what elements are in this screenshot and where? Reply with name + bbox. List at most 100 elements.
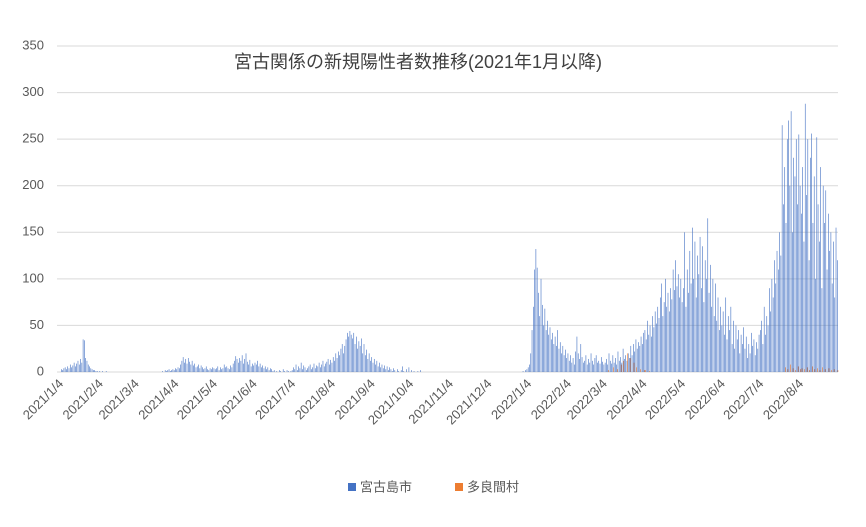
- bar: [267, 367, 269, 372]
- bar: [615, 358, 616, 372]
- bar: [340, 348, 342, 372]
- bar: [302, 369, 303, 372]
- bar: [411, 370, 412, 372]
- bar: [66, 369, 67, 372]
- bar: [802, 167, 803, 372]
- bar: [621, 362, 623, 372]
- bar: [645, 370, 646, 372]
- bar: [552, 332, 553, 372]
- bar: [550, 339, 552, 372]
- bar: [607, 364, 609, 372]
- bar: [588, 358, 589, 372]
- bar: [744, 348, 746, 372]
- bar: [795, 139, 797, 372]
- bar: [526, 369, 528, 372]
- bar: [769, 288, 770, 372]
- bar: [677, 274, 679, 372]
- bar: [273, 370, 275, 372]
- bar: [282, 369, 284, 372]
- bar: [525, 370, 526, 372]
- bar: [397, 369, 398, 372]
- bar: [309, 364, 311, 372]
- bar: [657, 306, 659, 372]
- bar: [388, 370, 389, 372]
- y-tick-label: 200: [22, 177, 44, 192]
- bar: [822, 367, 823, 372]
- bar: [238, 362, 239, 372]
- bar: [811, 133, 812, 372]
- bar: [249, 359, 251, 372]
- bar: [389, 367, 390, 372]
- bar: [718, 330, 720, 372]
- bar: [227, 368, 229, 372]
- bar: [633, 362, 635, 372]
- bar: [175, 368, 176, 372]
- bar: [244, 358, 246, 372]
- bar: [630, 345, 632, 372]
- bar: [810, 157, 811, 372]
- bar: [327, 358, 329, 372]
- bar: [398, 371, 399, 372]
- bar: [760, 330, 761, 372]
- bar: [743, 327, 744, 372]
- bar: [638, 342, 639, 372]
- bar: [819, 241, 820, 372]
- bar: [772, 297, 774, 372]
- bar: [286, 370, 288, 372]
- bar: [295, 364, 297, 372]
- bar: [819, 370, 821, 372]
- bar: [613, 367, 614, 372]
- bar: [651, 336, 652, 372]
- bar: [828, 213, 829, 372]
- bar: [320, 367, 321, 372]
- bar: [658, 317, 660, 372]
- bar: [536, 267, 538, 372]
- bar: [701, 288, 702, 372]
- bar: [393, 368, 394, 372]
- bar: [313, 363, 315, 372]
- bar: [294, 369, 296, 372]
- bar: [692, 227, 693, 372]
- bar: [695, 297, 697, 372]
- bar: [221, 369, 222, 372]
- bar: [825, 190, 827, 372]
- bar: [235, 356, 237, 372]
- bar: [816, 137, 818, 372]
- bar: [797, 366, 799, 372]
- bar: [185, 358, 187, 372]
- bar: [280, 371, 281, 372]
- bar: [584, 360, 585, 372]
- bar: [787, 369, 789, 372]
- bar: [826, 269, 828, 372]
- bar: [704, 260, 706, 372]
- bar: [720, 306, 721, 372]
- bar: [266, 369, 267, 372]
- bar: [335, 353, 337, 372]
- bar: [311, 369, 312, 372]
- bar: [725, 297, 727, 372]
- bar: [634, 351, 635, 372]
- bar: [93, 370, 94, 372]
- bar: [527, 367, 529, 372]
- bar: [618, 360, 620, 372]
- bar: [377, 366, 379, 372]
- bar: [530, 353, 532, 372]
- bar: [680, 278, 682, 372]
- bar: [304, 367, 306, 372]
- bar: [781, 125, 783, 373]
- bar: [670, 288, 671, 372]
- bar: [620, 357, 621, 372]
- bar: [758, 334, 760, 372]
- bar: [382, 368, 384, 372]
- bar: [94, 370, 95, 372]
- bar: [603, 364, 605, 372]
- bar: [63, 368, 65, 372]
- bar: [226, 366, 228, 372]
- bar: [264, 366, 266, 372]
- bar: [556, 345, 557, 372]
- bar: [627, 353, 629, 372]
- bar: [729, 330, 730, 372]
- bar: [703, 302, 705, 372]
- bar: [250, 366, 252, 372]
- bar: [95, 371, 97, 372]
